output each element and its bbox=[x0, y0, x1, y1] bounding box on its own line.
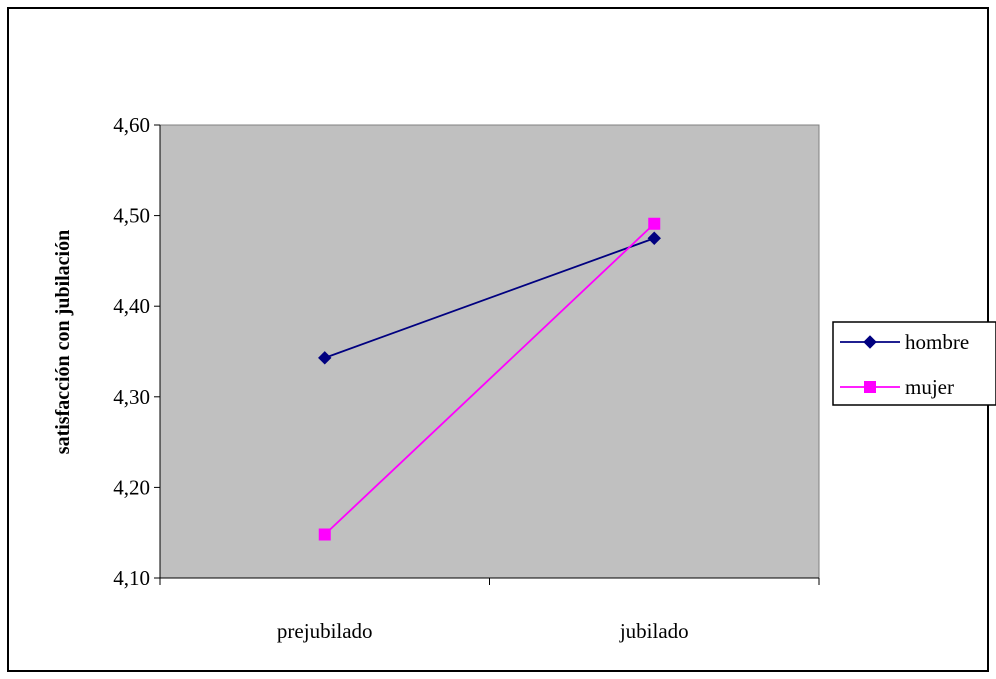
data-point-hombre bbox=[647, 231, 661, 245]
series-line-mujer bbox=[324, 223, 655, 536]
y-tick-label: 4,10 bbox=[113, 566, 150, 590]
legend-box bbox=[832, 321, 996, 406]
data-point-mujer bbox=[648, 217, 661, 230]
data-point-mujer bbox=[318, 528, 331, 541]
x-tick-label: prejubilado bbox=[277, 619, 373, 643]
y-axis-title: satisfacción con jubilación bbox=[52, 230, 74, 454]
legend: hombre mujer bbox=[832, 321, 996, 406]
legend-marker-hombre bbox=[863, 335, 877, 349]
y-tick-label: 4,30 bbox=[113, 385, 150, 409]
x-tick-label: jubilado bbox=[619, 619, 689, 643]
legend-marker-mujer bbox=[864, 381, 876, 393]
y-tick-label: 4,40 bbox=[113, 294, 150, 318]
data-point-hombre bbox=[318, 351, 332, 365]
y-tick-label: 4,50 bbox=[113, 204, 150, 228]
legend-label-hombre: hombre bbox=[905, 330, 969, 354]
legend-label-mujer: mujer bbox=[905, 375, 954, 399]
series-line-hombre bbox=[324, 237, 655, 359]
plot-area bbox=[159, 124, 820, 579]
series-layer bbox=[318, 217, 661, 541]
y-tick-label: 4,20 bbox=[113, 475, 150, 499]
x-axis: prejubilado jubilado bbox=[159, 577, 820, 643]
y-tick-label: 4,60 bbox=[113, 113, 150, 137]
y-axis: 4,10 4,20 4,30 4,40 4,50 4,60 bbox=[113, 113, 161, 590]
